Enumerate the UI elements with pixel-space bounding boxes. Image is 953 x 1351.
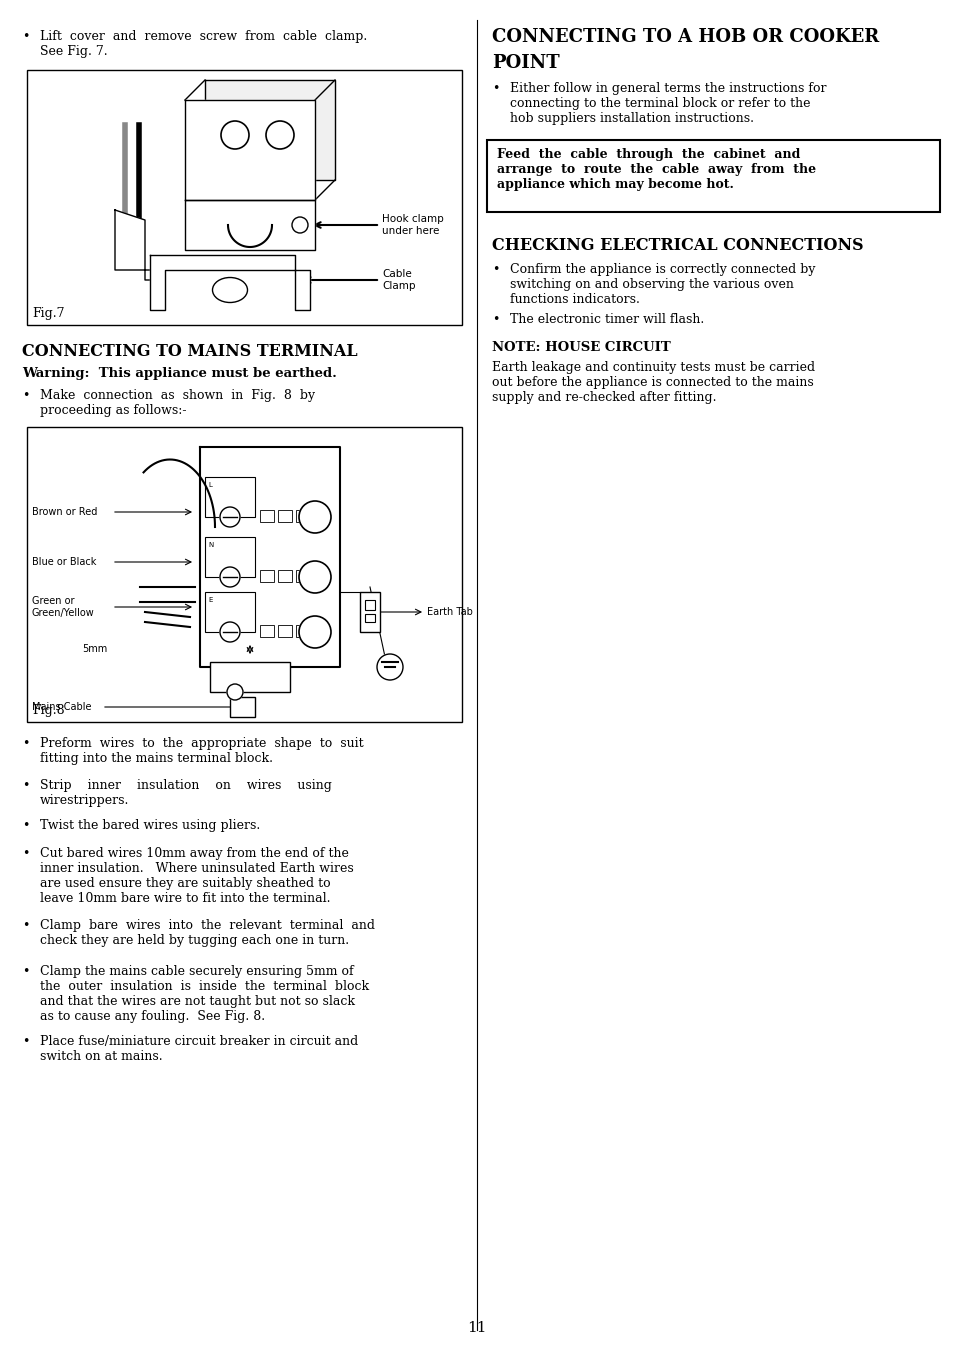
Text: Earth Tab: Earth Tab <box>427 607 473 617</box>
Bar <box>27 70 461 326</box>
Circle shape <box>292 218 308 232</box>
Text: Hook clamp
under here: Hook clamp under here <box>381 215 443 236</box>
Text: Warning:  This appliance must be earthed.: Warning: This appliance must be earthed. <box>22 367 336 380</box>
Bar <box>210 662 290 692</box>
Text: L: L <box>208 482 212 488</box>
Text: Either follow in general terms the instructions for
connecting to the terminal b: Either follow in general terms the instr… <box>510 82 825 126</box>
Text: •: • <box>22 819 30 832</box>
Polygon shape <box>115 209 165 280</box>
Bar <box>295 570 310 582</box>
Polygon shape <box>185 200 314 250</box>
Text: •: • <box>22 847 30 861</box>
Text: Clamp the mains cable securely ensuring 5mm of
the  outer  insulation  is  insid: Clamp the mains cable securely ensuring … <box>40 965 369 1023</box>
Bar <box>27 427 461 721</box>
Text: •: • <box>22 919 30 932</box>
Bar <box>295 509 310 521</box>
Circle shape <box>266 122 294 149</box>
Text: Cut bared wires 10mm away from the end of the
inner insulation.   Where uninsula: Cut bared wires 10mm away from the end o… <box>40 847 354 905</box>
Bar <box>260 509 274 521</box>
Text: N: N <box>208 542 213 549</box>
Text: CONNECTING TO MAINS TERMINAL: CONNECTING TO MAINS TERMINAL <box>22 343 357 359</box>
Circle shape <box>298 501 331 534</box>
Circle shape <box>376 654 402 680</box>
Bar <box>205 592 254 632</box>
Text: Green or
Green/Yellow: Green or Green/Yellow <box>32 596 94 617</box>
Polygon shape <box>150 255 310 309</box>
Text: Place fuse/miniature circuit breaker in circuit and
switch on at mains.: Place fuse/miniature circuit breaker in … <box>40 1035 358 1063</box>
Text: E: E <box>208 597 213 603</box>
Circle shape <box>221 122 249 149</box>
Text: Clamp  bare  wires  into  the  relevant  terminal  and
check they are held by tu: Clamp bare wires into the relevant termi… <box>40 919 375 947</box>
Text: •: • <box>492 313 498 326</box>
Bar <box>230 697 254 717</box>
Text: POINT: POINT <box>492 54 559 72</box>
Bar <box>277 570 292 582</box>
Text: Feed  the  cable  through  the  cabinet  and
arrange  to  route  the  cable  awa: Feed the cable through the cabinet and a… <box>497 149 815 190</box>
Text: •: • <box>22 738 30 750</box>
Text: Cable
Clamp: Cable Clamp <box>381 269 416 290</box>
Text: Brown or Red: Brown or Red <box>32 507 97 517</box>
Text: Twist the bared wires using pliers.: Twist the bared wires using pliers. <box>40 819 260 832</box>
Bar <box>277 509 292 521</box>
Circle shape <box>220 507 240 527</box>
Text: Strip    inner    insulation    on    wires    using
wirestrippers.: Strip inner insulation on wires using wi… <box>40 780 332 807</box>
Text: •: • <box>22 30 30 43</box>
Text: Make  connection  as  shown  in  Fig.  8  by
proceeding as follows:-: Make connection as shown in Fig. 8 by pr… <box>40 389 314 417</box>
Circle shape <box>298 616 331 648</box>
Ellipse shape <box>213 277 247 303</box>
Text: Earth leakage and continuity tests must be carried
out before the appliance is c: Earth leakage and continuity tests must … <box>492 361 814 404</box>
Text: 11: 11 <box>467 1321 486 1335</box>
Text: CHECKING ELECTRICAL CONNECTIONS: CHECKING ELECTRICAL CONNECTIONS <box>492 236 862 254</box>
Text: Lift  cover  and  remove  screw  from  cable  clamp.
See Fig. 7.: Lift cover and remove screw from cable c… <box>40 30 367 58</box>
Bar <box>486 141 939 212</box>
Text: The electronic timer will flash.: The electronic timer will flash. <box>510 313 703 326</box>
Bar <box>205 536 254 577</box>
Bar <box>365 613 375 621</box>
Bar <box>365 600 375 611</box>
Bar <box>260 570 274 582</box>
Circle shape <box>220 567 240 586</box>
Text: •: • <box>22 780 30 792</box>
Bar <box>260 626 274 638</box>
Bar <box>205 477 254 517</box>
Text: •: • <box>492 82 498 95</box>
Text: •: • <box>22 389 30 403</box>
Text: 5mm: 5mm <box>82 644 107 654</box>
Circle shape <box>298 561 331 593</box>
Text: CONNECTING TO A HOB OR COOKER: CONNECTING TO A HOB OR COOKER <box>492 28 879 46</box>
Text: Mains Cable: Mains Cable <box>32 703 91 712</box>
Text: Preform  wires  to  the  appropriate  shape  to  suit
fitting into the mains ter: Preform wires to the appropriate shape t… <box>40 738 363 765</box>
Text: Confirm the appliance is correctly connected by
switching on and observing the v: Confirm the appliance is correctly conne… <box>510 263 815 305</box>
Circle shape <box>220 621 240 642</box>
Text: Fig.7: Fig.7 <box>32 307 65 320</box>
Bar <box>359 592 379 632</box>
Polygon shape <box>185 100 314 200</box>
Text: •: • <box>22 965 30 978</box>
Bar <box>295 626 310 638</box>
Polygon shape <box>205 80 335 180</box>
Text: •: • <box>22 1035 30 1048</box>
Bar <box>277 626 292 638</box>
Polygon shape <box>200 447 339 667</box>
Circle shape <box>227 684 243 700</box>
Text: •: • <box>492 263 498 276</box>
Text: Blue or Black: Blue or Black <box>32 557 96 567</box>
Text: NOTE: HOUSE CIRCUIT: NOTE: HOUSE CIRCUIT <box>492 340 670 354</box>
Text: Fig.8: Fig.8 <box>32 704 65 717</box>
